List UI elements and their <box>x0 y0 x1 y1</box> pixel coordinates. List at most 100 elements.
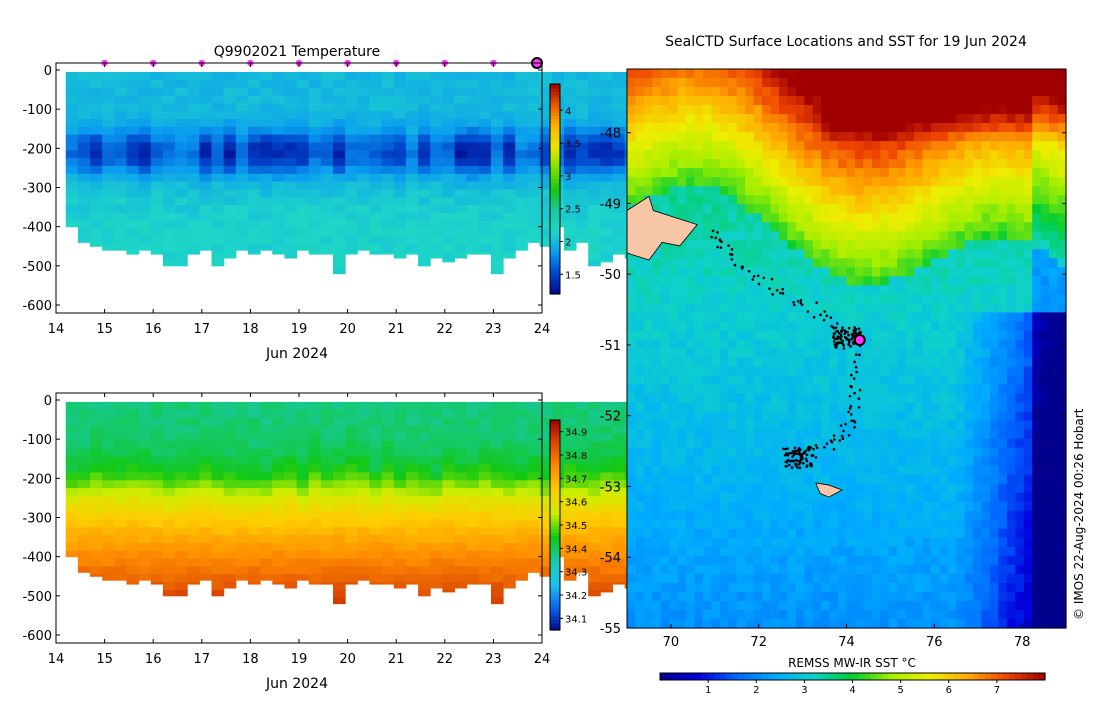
salinity-cell <box>224 512 237 520</box>
sst-cell <box>872 376 881 386</box>
temperature-cell <box>284 166 297 174</box>
sst-cell <box>889 339 898 349</box>
colorbar-segment <box>550 525 560 529</box>
temperature-cell <box>503 80 516 88</box>
sst-cell <box>695 249 704 259</box>
sst-cell <box>906 330 915 340</box>
salinity-cell <box>491 512 504 520</box>
colorbar-segment <box>550 602 560 606</box>
temperature-cell <box>114 88 127 96</box>
temperature-cell <box>491 244 504 252</box>
sst-cell <box>813 249 822 259</box>
sst-cell <box>1041 123 1050 133</box>
colorbar-segment <box>550 151 560 155</box>
temperature-cell <box>151 174 164 182</box>
salinity-cell <box>527 535 540 543</box>
temperature-cell <box>600 142 613 150</box>
sst-cell <box>1007 105 1016 115</box>
sst-cell <box>661 430 670 440</box>
sst-cell <box>686 412 695 422</box>
salinity-cell <box>369 418 382 426</box>
salinity-cell <box>455 535 468 543</box>
temperature-cell <box>224 213 237 221</box>
salinity-cell <box>600 496 613 504</box>
sst-cell <box>686 312 695 322</box>
temperature-cell <box>479 119 492 127</box>
temperature-cell <box>479 127 492 135</box>
salinity-cell <box>430 457 443 465</box>
salinity-cell <box>345 559 358 567</box>
temperature-cell <box>284 80 297 88</box>
sst-cell <box>686 204 695 214</box>
salinity-cell <box>394 418 407 426</box>
temperature-cell <box>357 213 370 221</box>
sst-cell <box>669 421 678 431</box>
temperature-cell <box>418 127 431 135</box>
salinity-cell <box>236 410 249 418</box>
sst-cell <box>948 339 957 349</box>
sst-cell <box>914 430 923 440</box>
temperature-cell <box>224 252 237 258</box>
sst-cell <box>728 430 737 440</box>
colorbar-segment <box>550 473 560 477</box>
temperature-cell <box>224 166 237 174</box>
sst-cell <box>720 421 729 431</box>
temperature-cell <box>442 111 455 119</box>
sst-cell <box>1049 294 1058 304</box>
sst-cell <box>821 114 830 124</box>
colorbar-tick-label: 3.5 <box>565 139 581 150</box>
temperature-cell <box>394 189 407 197</box>
salinity-cell <box>175 519 188 527</box>
sst-cell <box>796 222 805 232</box>
sst-cell <box>787 349 796 359</box>
salinity-cell <box>78 441 91 449</box>
temperature-cell <box>199 88 212 96</box>
colorbar-segment <box>550 140 560 144</box>
salinity-cell <box>600 504 613 512</box>
salinity-cell <box>455 472 468 480</box>
sst-cell <box>821 358 830 368</box>
sst-cell <box>906 394 915 404</box>
temperature-cell <box>102 103 115 111</box>
sst-cell <box>787 150 796 160</box>
sst-cell <box>796 87 805 97</box>
salinity-cell <box>406 519 419 527</box>
sst-cell <box>1015 321 1024 331</box>
sst-cell <box>931 267 940 277</box>
temperature-cell <box>187 103 200 111</box>
sst-cell <box>804 312 813 322</box>
salinity-cell <box>503 465 516 473</box>
sst-cell <box>982 303 991 313</box>
sst-cell <box>821 177 830 187</box>
sst-cell <box>737 358 746 368</box>
sst-cell <box>998 186 1007 196</box>
salinity-cell <box>588 582 601 590</box>
sst-cell <box>678 394 687 404</box>
temperature-cell <box>272 88 285 96</box>
sst-cell <box>982 87 991 97</box>
sst-cell <box>779 69 788 79</box>
salinity-cell <box>515 480 528 488</box>
salinity-cell <box>503 574 516 582</box>
sst-cell <box>855 87 864 97</box>
sst-cell <box>720 330 729 340</box>
sst-cell <box>711 430 720 440</box>
colorbar-segment <box>550 434 560 438</box>
sst-cell <box>695 213 704 223</box>
temperature-cell <box>309 229 322 237</box>
temperature-cell <box>382 103 395 111</box>
temperature-cell <box>90 221 103 229</box>
sst-cell <box>669 105 678 115</box>
sst-cell <box>931 159 940 169</box>
sst-cell <box>787 385 796 395</box>
sst-cell <box>1015 231 1024 241</box>
sst-cell <box>880 69 889 79</box>
temperature-cell <box>503 213 516 221</box>
sst-cell <box>914 385 923 395</box>
temperature-cell <box>588 111 601 119</box>
salinity-cell <box>284 504 297 512</box>
temperature-cell <box>212 72 225 80</box>
temperature-cell <box>212 213 225 221</box>
sst-cell <box>762 195 771 205</box>
sst-cell <box>855 186 864 196</box>
